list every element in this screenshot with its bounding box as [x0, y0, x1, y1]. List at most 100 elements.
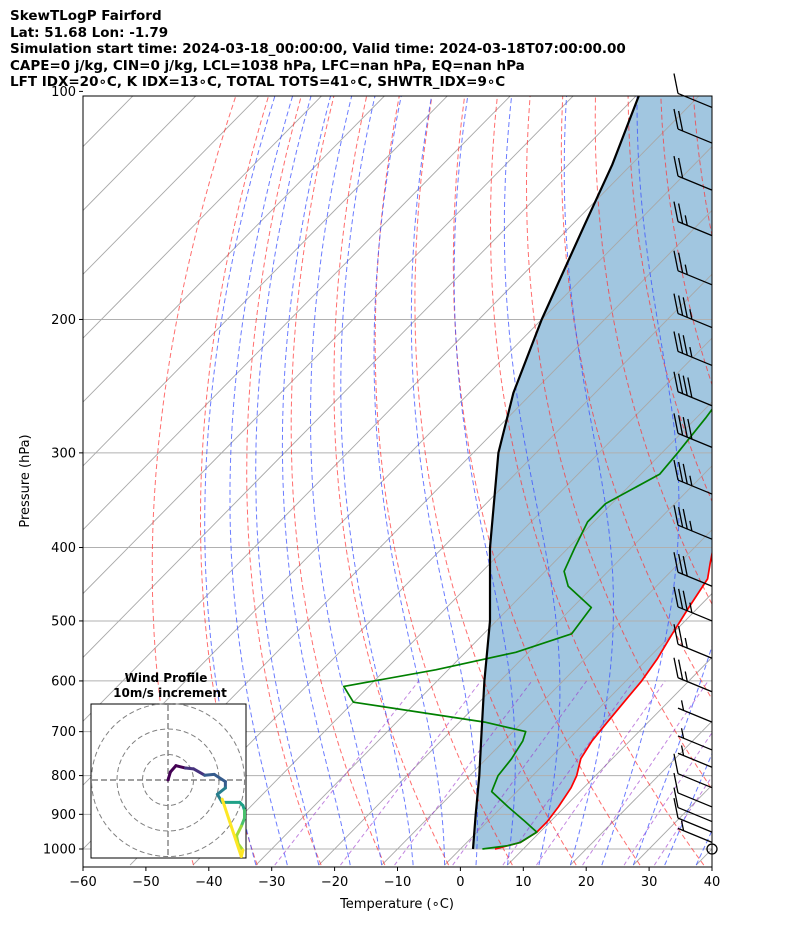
- wind-barb: [673, 293, 713, 329]
- x-tick-label: 0: [456, 875, 464, 890]
- wind-barb: [673, 552, 713, 587]
- barb-flag: [673, 772, 679, 794]
- barb-shaft: [677, 792, 713, 808]
- moist-adiabat: [453, 96, 516, 866]
- isotherms: [83, 91, 794, 866]
- wind-barb: [677, 728, 713, 751]
- barb-half-flag: [689, 347, 693, 358]
- barb-half-flag: [680, 745, 685, 756]
- barb-flag: [673, 797, 679, 819]
- barb-half-flag: [680, 700, 685, 711]
- hodograph-segment: [220, 797, 243, 858]
- y-tick-label: 600: [51, 674, 76, 689]
- y-tick-label: 300: [51, 446, 76, 461]
- barb-half-flag: [680, 820, 685, 831]
- barb-half-flag: [684, 637, 688, 649]
- x-tick-label: −50: [132, 875, 159, 890]
- x-tick-label: −40: [195, 875, 222, 890]
- moist-adiabat: [503, 96, 561, 866]
- barb-flag: [677, 461, 684, 483]
- wind-barb: [673, 753, 713, 789]
- barb-shaft: [677, 175, 713, 191]
- wind-barb: [673, 624, 713, 659]
- isotherm: [759, 91, 794, 865]
- isotherm: [83, 96, 260, 275]
- barb-flag: [673, 413, 679, 434]
- barb-flag: [673, 156, 679, 177]
- barb-flag: [677, 203, 684, 224]
- dry-adiabat: [525, 96, 712, 791]
- moist-adiabat: [255, 96, 320, 866]
- chart-title: SkewTLogP Fairford: [10, 8, 162, 24]
- barb-shaft: [677, 350, 713, 367]
- temperature-line: [494, 549, 712, 850]
- wind-barb: [673, 505, 713, 540]
- barb-flag: [682, 335, 688, 356]
- y-tick-label: 400: [51, 541, 76, 556]
- y-tick-label: 1000: [43, 843, 76, 858]
- inset-subtitle: 10m/s increment: [113, 686, 227, 700]
- barb-flag: [673, 73, 679, 94]
- isotherm: [444, 592, 712, 866]
- profile-lines: [342, 96, 712, 850]
- barb-flag: [682, 297, 688, 318]
- isotherm: [83, 96, 386, 403]
- barb-flag: [673, 787, 679, 808]
- barb-flag: [677, 659, 684, 680]
- barb-half-flag: [684, 671, 688, 682]
- barb-shaft: [677, 524, 713, 540]
- isotherm: [381, 529, 712, 866]
- moist-adiabat: [373, 96, 446, 866]
- barb-shaft: [677, 773, 713, 789]
- y-tick-label: 700: [51, 725, 76, 740]
- hodograph-segment: [192, 767, 207, 777]
- chart-header: SkewTLogP Fairford Lat: 51.68 Lon: -1.79…: [10, 8, 626, 91]
- barb-shaft: [677, 827, 713, 843]
- barb-flag: [682, 417, 688, 438]
- isotherm: [83, 96, 511, 531]
- dry-adiabat: [333, 96, 450, 866]
- location-line: Lat: 51.68 Lon: -1.79: [10, 24, 169, 41]
- mixing-ratio-line: [340, 680, 482, 866]
- wind-barb: [673, 787, 713, 823]
- barb-flag: [677, 554, 684, 575]
- y-tick-label: 100: [51, 85, 76, 100]
- dry-adiabat: [452, 96, 641, 866]
- index-line: LFT IDX=20∘C, K IDX=13∘C, TOTAL TOTS=41∘…: [10, 74, 506, 90]
- barb-flag: [673, 108, 679, 130]
- barb-flag: [677, 110, 684, 132]
- y-tick-label: 500: [51, 614, 76, 629]
- barb-shaft: [677, 707, 713, 723]
- dry-adiabat: [374, 96, 513, 866]
- barb-shaft: [677, 677, 713, 693]
- wind-barb: [673, 108, 713, 144]
- wind-barb: [673, 156, 713, 191]
- barb-half-flag: [689, 475, 693, 486]
- barb-half-flag: [689, 602, 693, 613]
- x-tick-label: 30: [641, 875, 658, 890]
- moist-adiabat: [563, 96, 614, 866]
- hodograph: [91, 703, 246, 858]
- barb-shaft: [677, 391, 713, 407]
- barb-half-flag: [684, 215, 688, 226]
- dry-adiabat: [758, 91, 794, 865]
- mixing-ratio-lines: [274, 680, 712, 866]
- barb-shaft: [677, 606, 713, 622]
- barb-flag: [677, 252, 684, 273]
- barb-shaft: [677, 643, 713, 659]
- wind-barb: [673, 797, 713, 833]
- wind-barb: [677, 700, 713, 723]
- barb-flag: [673, 753, 679, 774]
- moist-adiabat: [340, 96, 414, 866]
- isotherm: [318, 465, 712, 866]
- y-tick-label: 900: [51, 808, 76, 823]
- barb-flag: [682, 463, 688, 484]
- isotherm: [83, 96, 574, 595]
- dry-adiabat: [726, 91, 794, 865]
- mixing-ratio-line: [582, 680, 709, 866]
- barb-shaft: [677, 817, 713, 833]
- isotherm: [83, 96, 637, 659]
- y-tick-label: 800: [51, 769, 76, 784]
- barb-flag: [682, 555, 688, 577]
